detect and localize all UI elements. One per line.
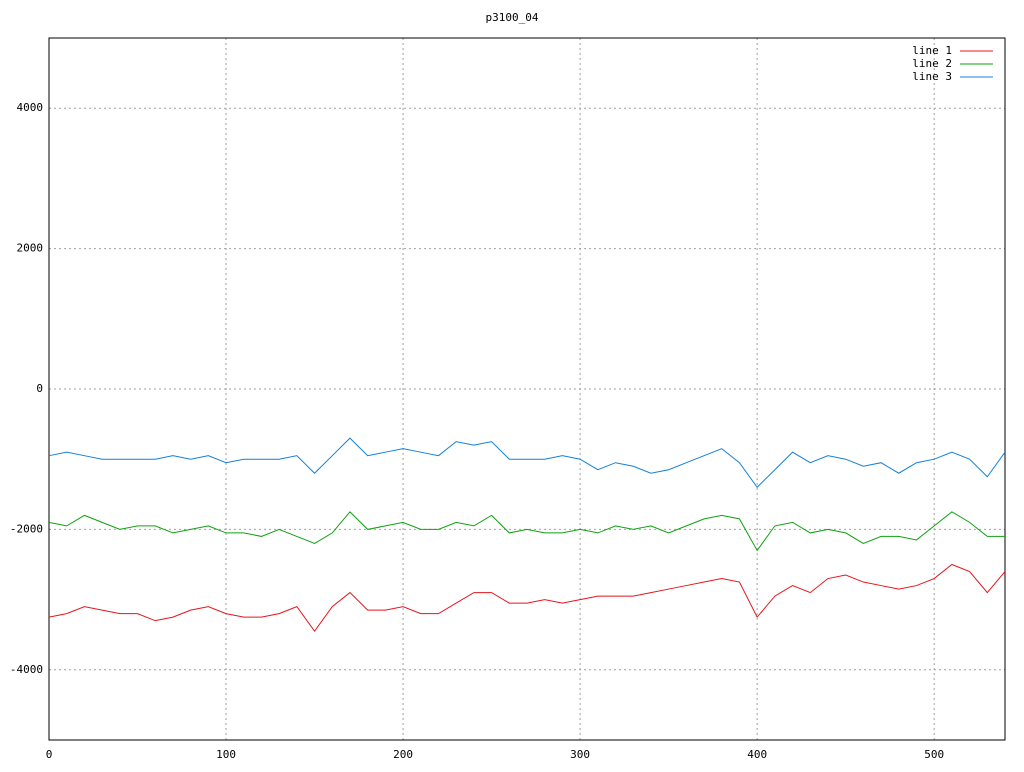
chart-title: p3100_04	[486, 11, 539, 24]
plot-frame	[48, 37, 1006, 741]
y-tick-label: 2000	[17, 242, 44, 255]
x-tick-label: 0	[46, 748, 53, 761]
legend-label: line 1	[912, 44, 952, 57]
y-tick-label: -2000	[10, 522, 43, 535]
legend-label: line 2	[912, 57, 952, 70]
x-tick-label: 100	[216, 748, 236, 761]
y-tick-label: 0	[36, 382, 43, 395]
x-tick-label: 300	[570, 748, 590, 761]
data-line	[48, 563, 1006, 633]
x-tick-label: 500	[924, 748, 944, 761]
x-tick-label: 200	[393, 748, 413, 761]
y-tick-label: -4000	[10, 663, 43, 676]
data-line	[48, 437, 1006, 489]
data-line	[48, 511, 1005, 552]
legend-label: line 3	[912, 70, 952, 83]
x-tick-label: 400	[747, 748, 767, 761]
y-tick-label: 4000	[17, 101, 44, 114]
